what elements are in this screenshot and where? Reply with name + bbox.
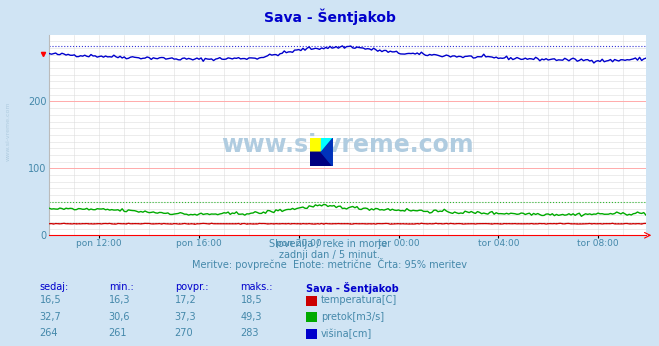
Text: višina[cm]: višina[cm] <box>321 328 372 339</box>
Polygon shape <box>310 138 322 152</box>
Text: 32,7: 32,7 <box>40 312 61 322</box>
Text: 49,3: 49,3 <box>241 312 262 322</box>
Text: sedaj:: sedaj: <box>40 282 69 292</box>
Text: min.:: min.: <box>109 282 134 292</box>
Text: 283: 283 <box>241 328 259 338</box>
Text: www.si-vreme.com: www.si-vreme.com <box>5 102 11 161</box>
Text: temperatura[C]: temperatura[C] <box>321 295 397 305</box>
Text: 30,6: 30,6 <box>109 312 130 322</box>
Text: 16,5: 16,5 <box>40 295 61 305</box>
Polygon shape <box>322 138 333 166</box>
Text: 270: 270 <box>175 328 193 338</box>
Text: 261: 261 <box>109 328 127 338</box>
Polygon shape <box>310 152 333 166</box>
Text: povpr.:: povpr.: <box>175 282 208 292</box>
Text: 17,2: 17,2 <box>175 295 196 305</box>
Text: Slovenija / reke in morje.: Slovenija / reke in morje. <box>269 239 390 249</box>
Text: www.si-vreme.com: www.si-vreme.com <box>221 133 474 157</box>
Polygon shape <box>322 138 333 152</box>
Text: 264: 264 <box>40 328 58 338</box>
Text: Sava - Šentjakob: Sava - Šentjakob <box>306 282 399 294</box>
Text: zadnji dan / 5 minut.: zadnji dan / 5 minut. <box>279 250 380 260</box>
Text: Meritve: povprečne  Enote: metrične  Črta: 95% meritev: Meritve: povprečne Enote: metrične Črta:… <box>192 258 467 270</box>
Text: maks.:: maks.: <box>241 282 273 292</box>
Text: 16,3: 16,3 <box>109 295 130 305</box>
Text: pretok[m3/s]: pretok[m3/s] <box>321 312 384 322</box>
Text: 37,3: 37,3 <box>175 312 196 322</box>
Text: 18,5: 18,5 <box>241 295 262 305</box>
Text: Sava - Šentjakob: Sava - Šentjakob <box>264 9 395 25</box>
